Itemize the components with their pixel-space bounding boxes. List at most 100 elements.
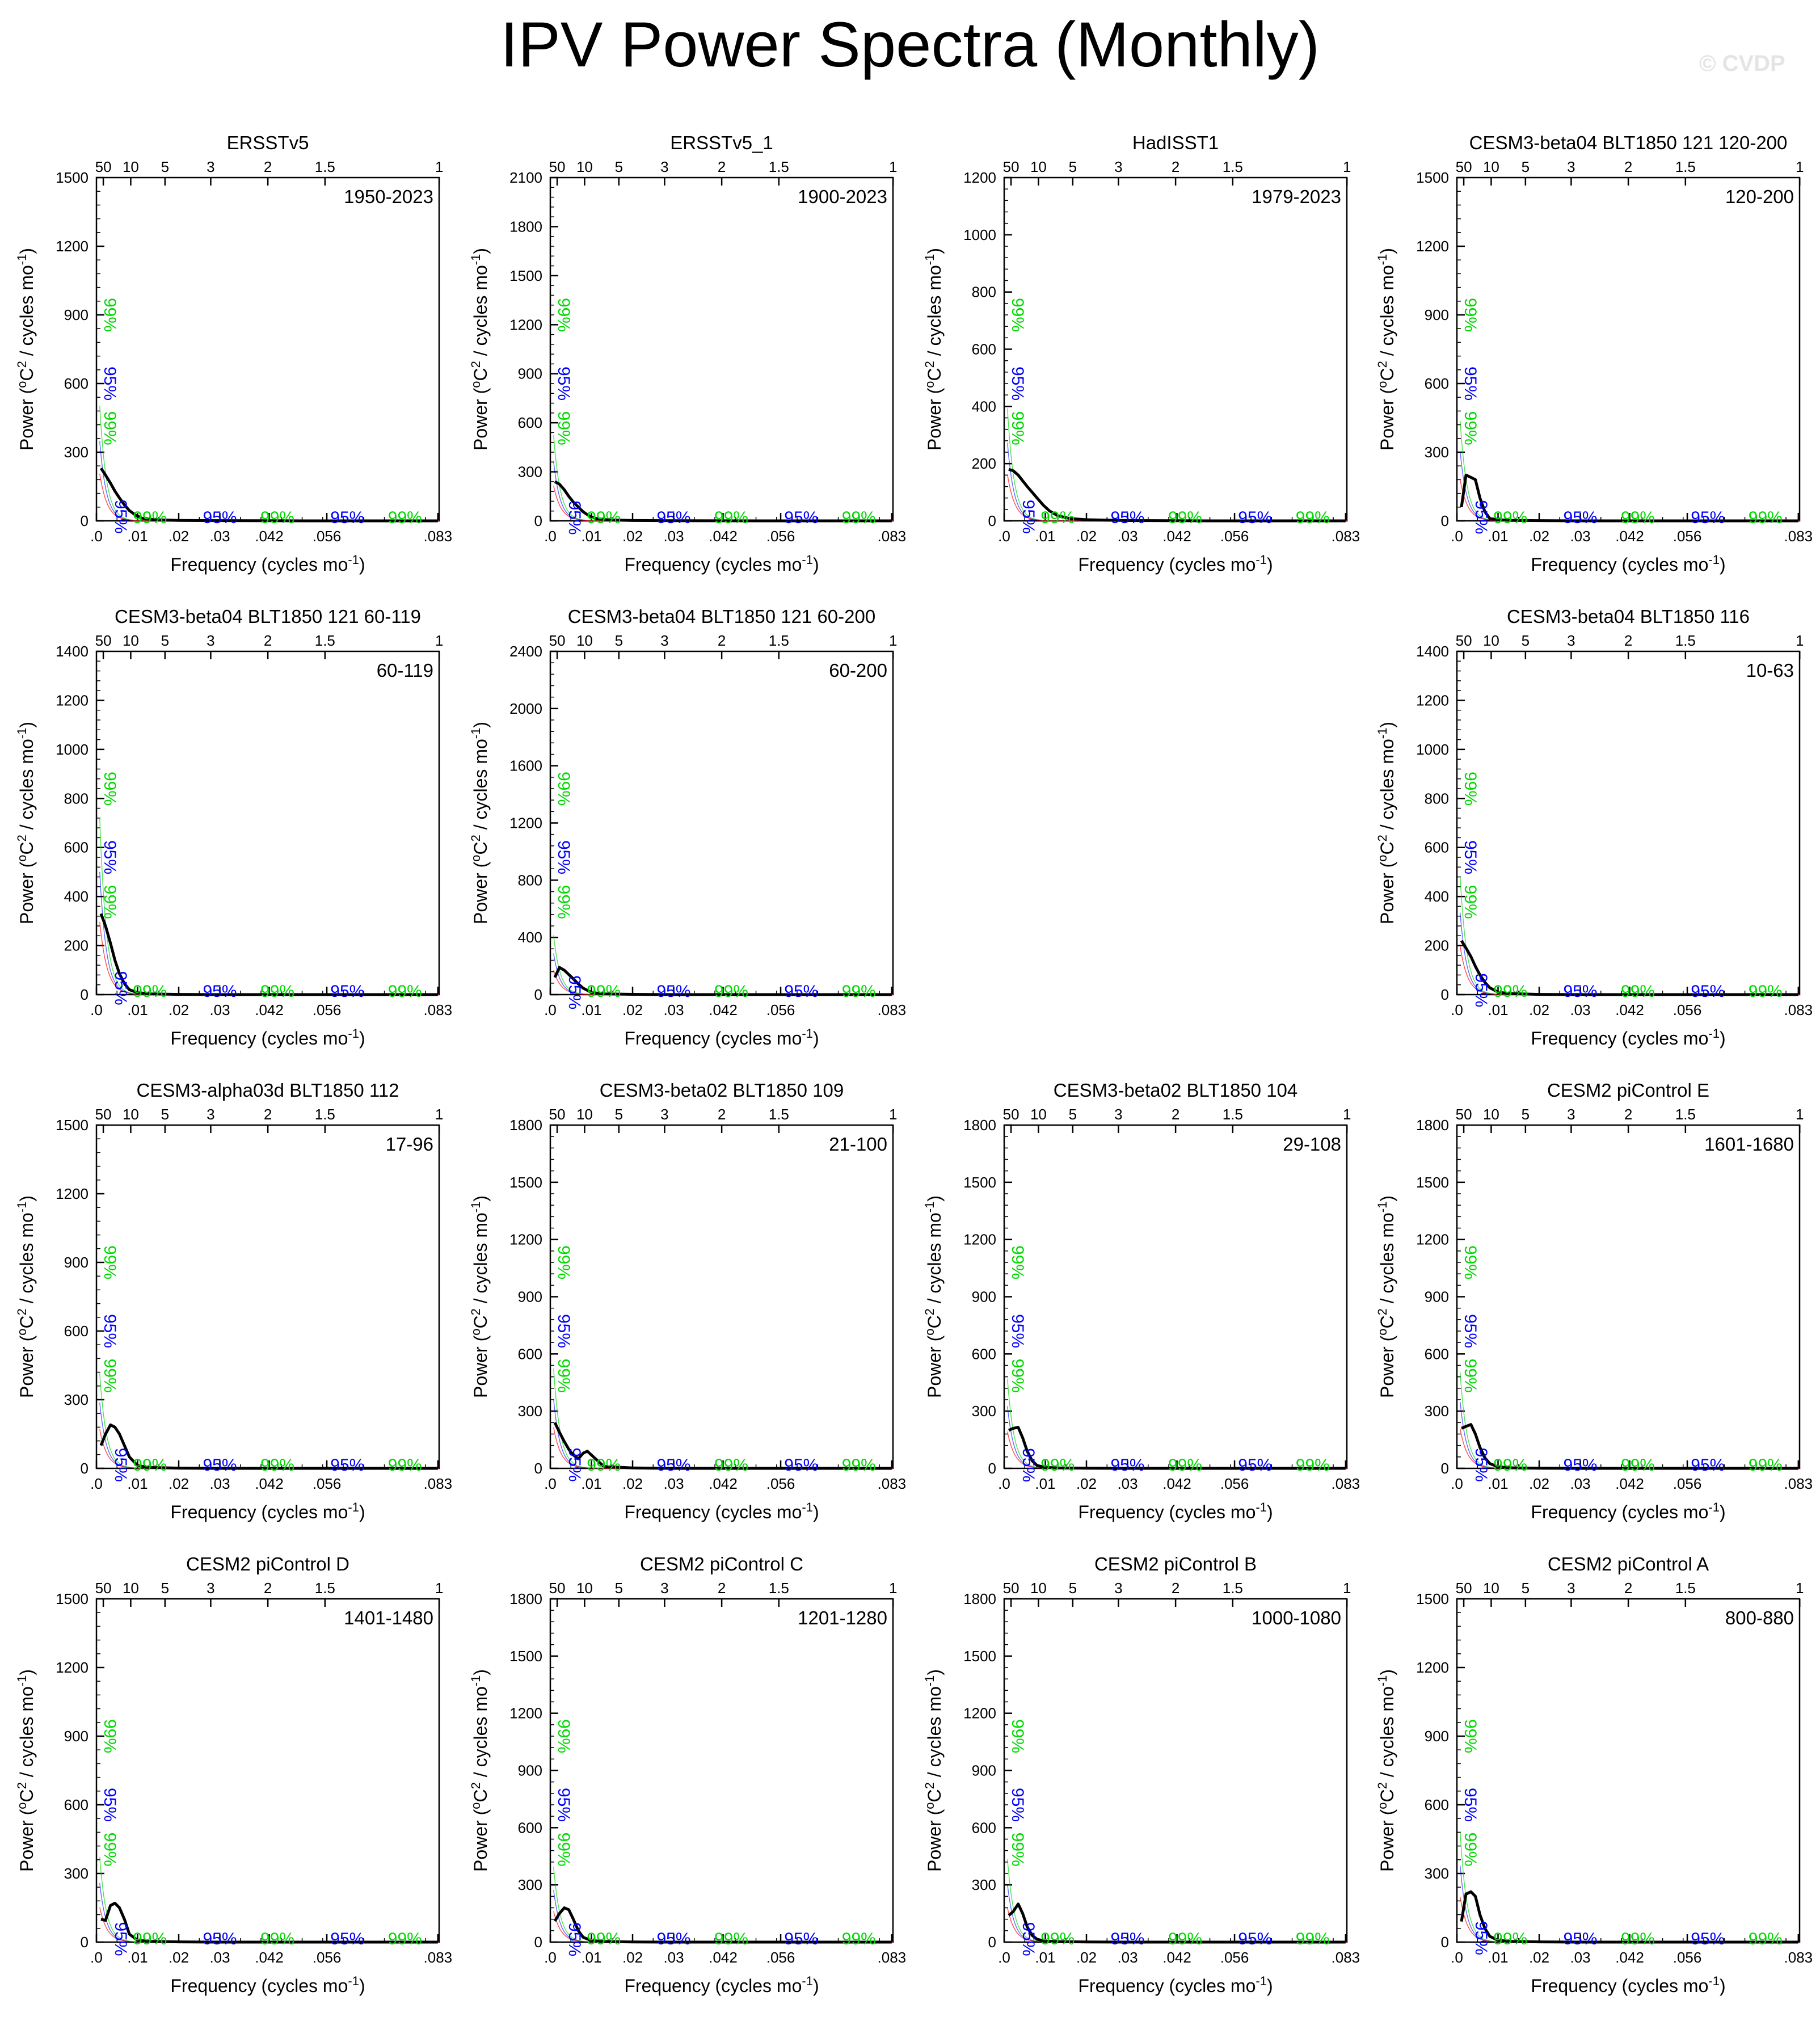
- plot-frame: [95, 1124, 440, 1469]
- x-tick-label: .0: [998, 528, 1010, 545]
- x-tick-label: .03: [1570, 1001, 1590, 1018]
- y-tick-label: 900: [64, 1254, 89, 1271]
- x-tick-label: .03: [209, 1475, 230, 1492]
- confidence-label: 95%: [1019, 1448, 1038, 1482]
- period-tick-label: 2: [1624, 632, 1632, 649]
- y-tick-label: 1500: [1416, 1590, 1449, 1607]
- y-tick-label: 900: [1425, 1288, 1449, 1306]
- panel-title: ERSSTv5: [227, 132, 309, 153]
- y-axis-label: Power (oC2 / cycles mo-1): [1375, 1669, 1397, 1872]
- y-tick-label: 900: [518, 1288, 542, 1306]
- confidence-label: 99%: [714, 1456, 748, 1475]
- period-tick-label: 50: [549, 158, 566, 175]
- period-label: 17-96: [386, 1134, 433, 1155]
- panel-title: CESM3-beta04 BLT1850 121 60-200: [568, 606, 875, 627]
- confidence-label: 95%: [330, 508, 364, 527]
- period-tick-label: 10: [1030, 158, 1047, 175]
- period-tick-label: 10: [123, 1580, 139, 1597]
- spectrum-panel: CESM2 piControl A 800-880 50 10 5 3 2 1.5 1 .0 .01…: [1375, 1553, 1813, 1996]
- y-tick-label: 0: [988, 1934, 996, 1951]
- y-tick-label: 0: [81, 512, 89, 529]
- y-tick-label: 1000: [1416, 741, 1449, 758]
- y-tick-label: 400: [518, 929, 542, 946]
- period-tick-label: 3: [207, 1106, 214, 1123]
- x-tick-label: .0: [1451, 1475, 1463, 1492]
- y-axis-label: Power (oC2 / cycles mo-1): [15, 1195, 37, 1398]
- period-tick-label: 5: [1522, 632, 1530, 649]
- confidence-label: 99%: [1493, 508, 1527, 527]
- x-tick-label: .083: [1784, 1475, 1813, 1492]
- confidence-label: 99%: [554, 411, 573, 445]
- y-axis-label: Power (oC2 / cycles mo-1): [15, 1669, 37, 1872]
- x-tick-label: .042: [255, 1475, 284, 1492]
- confidence-label: 95%: [554, 1314, 573, 1348]
- period-tick-label: 50: [1456, 158, 1472, 175]
- spectrum-line: [100, 1901, 438, 1944]
- y-tick-label: 600: [64, 839, 89, 856]
- panel-title: CESM3-beta04 BLT1850 121 60-119: [115, 606, 421, 627]
- y-tick-label: 300: [1425, 1865, 1449, 1882]
- y-tick-label: 400: [1425, 888, 1449, 905]
- confidence-label: 95%: [784, 982, 818, 1001]
- y-tick-label: 0: [1441, 1460, 1449, 1477]
- x-tick-label: .056: [1220, 528, 1249, 545]
- y-tick-label: 1200: [56, 692, 89, 709]
- period-tick-label: 1: [1796, 632, 1804, 649]
- ci99-line: [1460, 420, 1800, 521]
- x-tick-label: .056: [766, 1475, 795, 1492]
- period-tick-label: 2: [718, 1106, 726, 1123]
- confidence-label: 95%: [1111, 1456, 1145, 1475]
- period-tick-label: 10: [576, 1106, 593, 1123]
- confidence-label: 99%: [1493, 1456, 1527, 1475]
- plot-frame: [1456, 1598, 1801, 1943]
- ci99-line: [553, 1368, 893, 1469]
- period-tick-label: 50: [95, 158, 112, 175]
- y-tick-label: 800: [1425, 790, 1449, 807]
- plot-frame: [549, 176, 894, 522]
- plot-frame: [1003, 1598, 1348, 1943]
- period-tick-label: 5: [1069, 1106, 1077, 1123]
- x-tick-label: .042: [1615, 528, 1644, 545]
- spectrum-panel: CESM2 piControl B 1000-1080 50 10 5 3 2 1.5 1 .0.…: [922, 1553, 1360, 1996]
- x-tick-label: .056: [1220, 1475, 1249, 1492]
- confidence-label: 95%: [330, 1930, 364, 1948]
- x-tick-label: .042: [1162, 528, 1191, 545]
- confidence-label: 99%: [1008, 1719, 1027, 1753]
- period-label: 29-108: [1283, 1134, 1341, 1155]
- confidence-label: 95%: [100, 1788, 119, 1822]
- confidence-label: 95%: [1564, 508, 1598, 527]
- x-tick-label: .03: [1117, 1949, 1138, 1966]
- confidence-label: 95%: [330, 1456, 364, 1475]
- x-tick-label: .056: [313, 1949, 342, 1966]
- y-tick-label: 900: [518, 365, 542, 382]
- plot-frame: [549, 1598, 894, 1943]
- confidence-label: 95%: [1472, 1921, 1490, 1955]
- y-tick-label: 800: [518, 871, 542, 889]
- y-tick-label: 0: [1441, 1934, 1449, 1951]
- y-tick-label: 0: [988, 1460, 996, 1477]
- y-tick-label: 1500: [509, 1648, 542, 1665]
- period-tick-label: 1: [435, 1580, 443, 1597]
- period-tick-label: 1: [435, 158, 443, 175]
- x-tick-label: .0: [544, 1001, 557, 1018]
- period-tick-label: 1.5: [1675, 632, 1696, 649]
- y-tick-label: 1800: [963, 1590, 996, 1607]
- x-tick-label: .083: [1784, 528, 1813, 545]
- period-tick-label: 1: [1343, 1106, 1351, 1123]
- x-tick-label: .042: [709, 1001, 738, 1018]
- confidence-label: 99%: [1621, 982, 1655, 1001]
- x-tick-label: .056: [313, 1475, 342, 1492]
- confidence-label: 95%: [111, 500, 130, 534]
- y-tick-label: 300: [1425, 1403, 1449, 1420]
- x-tick-label: .0: [1451, 1949, 1463, 1966]
- y-tick-label: 1500: [963, 1174, 996, 1191]
- x-tick-label: .01: [1488, 1949, 1508, 1966]
- x-tick-label: .02: [1529, 1001, 1549, 1018]
- y-tick-label: 600: [64, 1796, 89, 1813]
- spectrum-line: [99, 913, 438, 996]
- confidence-label: 99%: [587, 508, 621, 527]
- spectrum-line: [1008, 1902, 1346, 1944]
- confidence-label: 95%: [565, 1922, 584, 1956]
- y-tick-label: 1500: [56, 1590, 89, 1607]
- confidence-label: 99%: [1008, 1245, 1027, 1279]
